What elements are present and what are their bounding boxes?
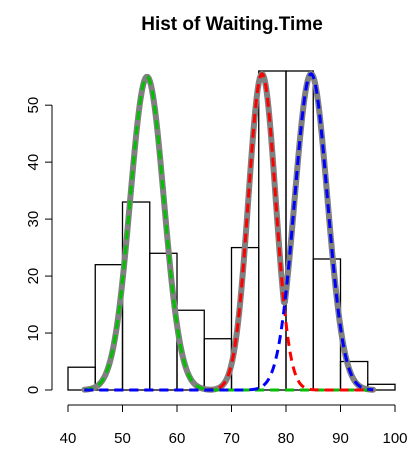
- density-curves: [81, 70, 377, 393]
- x-tick-label: 40: [60, 430, 77, 447]
- component-density-curve-2: [84, 72, 374, 392]
- y-axis: 0 10 20 30 40 50: [25, 97, 53, 394]
- y-tick-label: 0: [25, 386, 42, 394]
- x-tick-label: 80: [278, 430, 295, 447]
- histogram-bar-8: [285, 70, 314, 391]
- x-tick-label: 60: [169, 430, 186, 447]
- y-tick-label: 40: [25, 154, 42, 171]
- component-density-curve-0: [84, 75, 374, 392]
- x-axis: 40 50 60 70 80 90 100: [60, 404, 408, 447]
- y-tick-label: 10: [25, 325, 42, 342]
- chart-title: Hist of Waiting.Time: [141, 14, 323, 35]
- histogram-bar-10: [339, 360, 369, 391]
- x-tick-label: 100: [382, 430, 407, 447]
- x-tick-label: 70: [223, 430, 240, 447]
- x-tick-label: 90: [332, 430, 349, 447]
- y-tick-label: 20: [25, 268, 42, 285]
- y-tick-label: 50: [25, 97, 42, 114]
- y-tick-label: 30: [25, 211, 42, 228]
- x-tick-label: 50: [114, 430, 131, 447]
